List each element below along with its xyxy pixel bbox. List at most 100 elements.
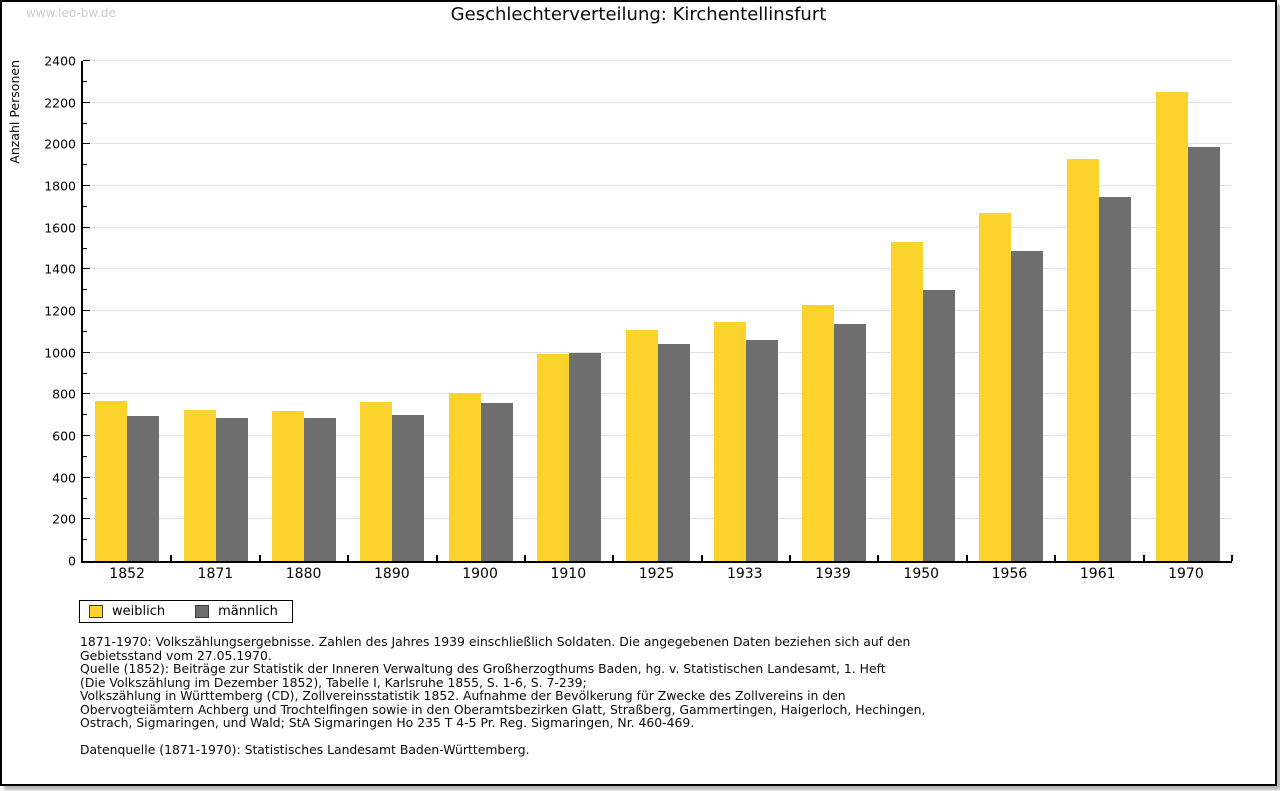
bar-group-1852 bbox=[83, 61, 171, 561]
y-tick-major-1000 bbox=[83, 351, 90, 353]
bar-group-1925 bbox=[613, 61, 701, 561]
y-tick-label-0: 0 bbox=[68, 553, 76, 569]
x-tick-label-1950: 1950 bbox=[903, 566, 940, 582]
y-tick-label-1200: 1200 bbox=[44, 303, 76, 319]
bar-männlich-1933 bbox=[745, 340, 778, 561]
bar-männlich-1961 bbox=[1099, 197, 1132, 561]
bar-group-1900 bbox=[437, 61, 525, 561]
y-tick-label-2000: 2000 bbox=[44, 136, 76, 152]
footnote-line: Obervogteiämtern Achberg und Trochtelfin… bbox=[80, 701, 926, 717]
x-tick-7 bbox=[700, 555, 703, 561]
y-tick-major-200 bbox=[83, 518, 90, 520]
bars-layer bbox=[83, 61, 1232, 561]
bar-group-1871 bbox=[171, 61, 259, 561]
bar-männlich-1925 bbox=[657, 344, 690, 561]
y-tick-major-400 bbox=[83, 476, 90, 478]
y-tick-minor-300 bbox=[83, 497, 87, 499]
gridline-1800 bbox=[83, 185, 1232, 186]
x-tick-label-1890: 1890 bbox=[374, 566, 410, 582]
footnote-line: Volkszählung in Württemberg (CD), Zollve… bbox=[80, 688, 846, 703]
gridline-2200 bbox=[83, 101, 1232, 103]
y-tick-label-1600: 1600 bbox=[44, 220, 76, 236]
x-tick-label-1970: 1970 bbox=[1168, 566, 1204, 582]
x-tick-9 bbox=[877, 555, 880, 561]
bar-group-1970 bbox=[1144, 61, 1232, 561]
bar-männlich-1880 bbox=[303, 418, 336, 561]
bar-weiblich-1890 bbox=[360, 401, 393, 561]
bar-männlich-1871 bbox=[215, 418, 248, 561]
bar-group-1880 bbox=[260, 61, 348, 561]
footnote-line: Ostrach, Sigmaringen, und Wald; StA Sigm… bbox=[80, 715, 695, 730]
y-tick-minor-100 bbox=[83, 539, 87, 541]
bar-group-1910 bbox=[525, 61, 613, 561]
footnote-line: (Die Volkszählung im Dezember 1852), Tab… bbox=[80, 674, 587, 690]
y-axis-tick-labels: 0 200 400 600 800 1000 1200 1400 1600 1800 2000 220… bbox=[2, 54, 76, 569]
bar-weiblich-1871 bbox=[183, 409, 216, 561]
legend-label-weiblich: weiblich bbox=[112, 604, 166, 619]
x-tick-label-1880: 1880 bbox=[285, 566, 322, 582]
y-tick-minor-1700 bbox=[83, 205, 87, 207]
y-tick-major-800 bbox=[83, 393, 90, 395]
bar-männlich-1970 bbox=[1187, 147, 1220, 561]
y-tick-major-2000 bbox=[83, 143, 90, 145]
y-tick-minor-1900 bbox=[83, 164, 87, 166]
footnote: 1871-1970: Volkszählungsergebnisse. Zahl… bbox=[80, 635, 925, 757]
y-tick-label-2400: 2400 bbox=[44, 53, 76, 69]
bar-group-1956 bbox=[967, 61, 1055, 561]
y-tick-minor-2300 bbox=[83, 80, 87, 82]
x-tick-4 bbox=[435, 555, 438, 561]
y-tick-major-2200 bbox=[83, 101, 90, 103]
y-tick-label-400: 400 bbox=[52, 470, 76, 486]
x-tick-6 bbox=[612, 555, 615, 561]
bar-weiblich-1925 bbox=[625, 329, 658, 561]
y-tick-label-2200: 2200 bbox=[44, 95, 76, 111]
bar-group-1890 bbox=[348, 61, 436, 561]
x-tick-label-1961: 1961 bbox=[1079, 566, 1116, 582]
footnote-spacer bbox=[80, 730, 925, 744]
bar-männlich-1852 bbox=[127, 416, 160, 561]
bar-weiblich-1956 bbox=[979, 213, 1012, 561]
gridline-2400 bbox=[83, 60, 1232, 61]
legend-item-maennlich: männlich bbox=[195, 604, 278, 619]
x-tick-5 bbox=[523, 555, 526, 561]
x-tick-12 bbox=[1142, 555, 1145, 561]
legend-item-weiblich: weiblich bbox=[89, 604, 165, 619]
bar-weiblich-1950 bbox=[890, 242, 923, 561]
plot-area bbox=[81, 60, 1233, 563]
x-axis-tick-labels: 1852 1871 1880 1890 1900 1910 1925 1933 1939 1950… bbox=[83, 566, 1230, 582]
y-tick-label-1400: 1400 bbox=[44, 261, 76, 277]
footnote-line: Gebietsstand vom 27.05.1970. bbox=[80, 647, 272, 663]
watermark-text: www.leo-bw.de bbox=[26, 6, 116, 20]
x-tick-label-1910: 1910 bbox=[550, 566, 587, 582]
y-tick-major-1600 bbox=[83, 226, 90, 228]
bar-group-1950 bbox=[879, 61, 967, 561]
x-tick-11 bbox=[1054, 555, 1057, 561]
bar-weiblich-1900 bbox=[448, 393, 481, 561]
y-tick-minor-1300 bbox=[83, 289, 87, 291]
x-tick-8 bbox=[789, 555, 792, 561]
x-tick-2 bbox=[258, 555, 261, 561]
x-tick-label-1956: 1956 bbox=[991, 566, 1028, 582]
gridline-1200 bbox=[83, 310, 1232, 311]
bar-männlich-1956 bbox=[1011, 250, 1044, 561]
gridline-1600 bbox=[83, 226, 1232, 228]
footnote-datenquelle: Datenquelle (1871-1970): Statistisches L… bbox=[80, 742, 530, 757]
y-tick-minor-2100 bbox=[83, 122, 87, 124]
y-tick-major-600 bbox=[83, 435, 90, 436]
gridline-2000 bbox=[83, 143, 1232, 145]
y-tick-minor-1100 bbox=[83, 330, 87, 332]
x-tick-10 bbox=[965, 555, 968, 561]
gridline-1400 bbox=[83, 268, 1232, 270]
x-tick-label-1852: 1852 bbox=[109, 566, 145, 582]
bar-weiblich-1852 bbox=[95, 400, 128, 561]
x-tick-label-1925: 1925 bbox=[638, 566, 675, 582]
bar-weiblich-1961 bbox=[1067, 158, 1100, 561]
bar-weiblich-1970 bbox=[1155, 92, 1188, 561]
x-tick-3 bbox=[347, 555, 350, 561]
bar-weiblich-1939 bbox=[802, 304, 835, 561]
bar-group-1939 bbox=[790, 61, 878, 561]
bar-männlich-1939 bbox=[834, 323, 867, 561]
bar-männlich-1890 bbox=[392, 415, 425, 561]
bar-group-1961 bbox=[1055, 61, 1143, 561]
